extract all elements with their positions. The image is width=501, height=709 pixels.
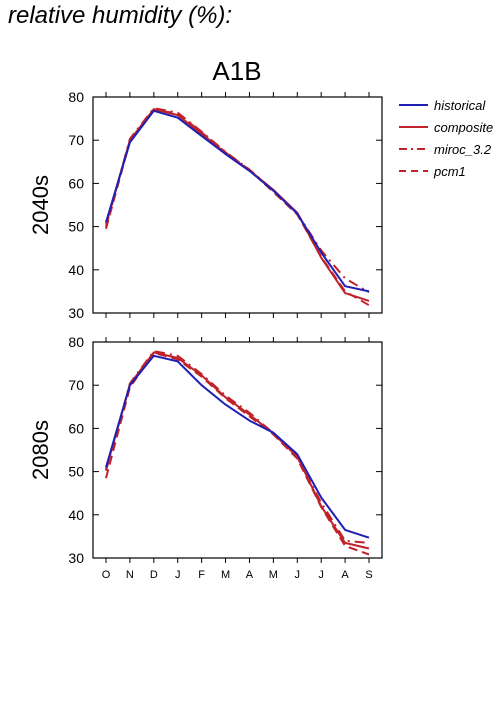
y-tick-label: 80	[68, 334, 84, 350]
y-tick-label: 50	[68, 219, 84, 235]
scenario-title: A1B	[212, 56, 261, 86]
panel-2040s-label: 2040s	[28, 175, 53, 235]
legend-label: composite	[434, 120, 493, 135]
x-tick-label: F	[198, 569, 205, 581]
panel-2040s-frame	[92, 96, 383, 314]
panel-2080s-series	[105, 350, 370, 556]
y-tick-label: 30	[68, 305, 84, 321]
x-tick-label: A	[341, 569, 349, 581]
y-tick-label: 50	[68, 464, 84, 480]
legend-label: pcm1	[433, 164, 466, 179]
x-tick-label: S	[365, 569, 372, 581]
x-tick-label: M	[269, 569, 278, 581]
x-tick-label: N	[126, 569, 134, 581]
series-line-pcm1	[105, 351, 370, 556]
y-tick-label: 70	[68, 377, 84, 393]
series-line-composite	[105, 108, 370, 302]
y-tick-label: 40	[68, 507, 84, 523]
y-tick-label: 30	[68, 550, 84, 566]
series-line-pcm1	[105, 109, 370, 307]
x-tick-label: M	[221, 569, 230, 581]
legend: historical composite miroc_3.2 pcm1	[399, 98, 493, 179]
x-tick-label: J	[175, 569, 181, 581]
x-tick-label: A	[246, 569, 254, 581]
series-line-historical	[105, 109, 370, 293]
x-tick-label: J	[295, 569, 301, 581]
y-tick-label: 80	[68, 89, 84, 105]
panel-2080s-frame	[92, 341, 383, 559]
y-tick-label: 70	[68, 132, 84, 148]
panel-2080s-ticks: 30 40 50 60 70 80 O N D J F M A M J J A S	[68, 334, 382, 581]
panel-2080s-label: 2080s	[28, 420, 53, 480]
panel-2040s: 2040s 30 40 50 60 70 80	[28, 89, 383, 321]
x-tick-label: J	[318, 569, 324, 581]
y-tick-label: 60	[68, 420, 84, 436]
series-line-miroc-3-2	[105, 107, 370, 294]
series-line-miroc-3-2	[105, 350, 370, 544]
series-line-historical	[105, 354, 370, 539]
page-title: relative humidity (%):	[8, 2, 233, 29]
x-tick-label: D	[150, 569, 158, 581]
legend-label: historical	[434, 98, 486, 113]
panel-2080s: 2080s 30 40 50 60 70 80 O N D J F M A M J J A S	[28, 334, 383, 581]
legend-label: miroc_3.2	[434, 142, 492, 157]
x-tick-label: O	[102, 569, 111, 581]
panel-2040s-series	[105, 107, 370, 307]
y-tick-label: 40	[68, 262, 84, 278]
panel-2040s-ticks: 30 40 50 60 70 80	[68, 89, 382, 321]
y-tick-label: 60	[68, 175, 84, 191]
